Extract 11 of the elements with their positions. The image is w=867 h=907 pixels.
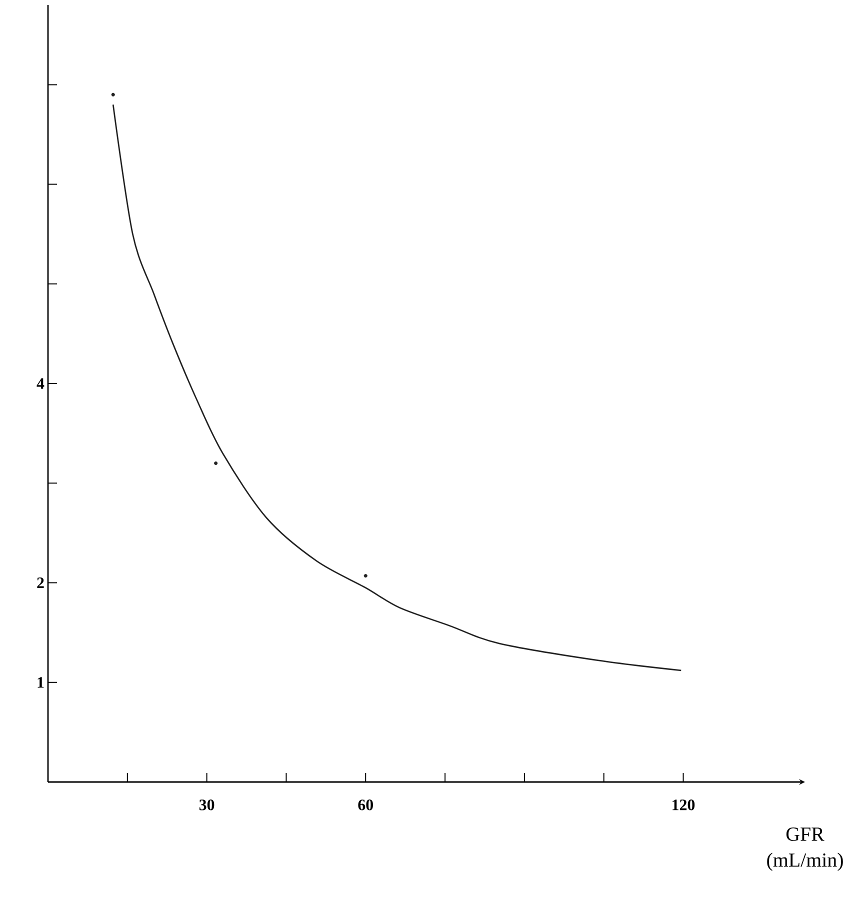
- x-tick-label: 120: [672, 800, 695, 810]
- x-axis-title: GFR (mL/min): [767, 828, 843, 871]
- line-series: [112, 104, 682, 672]
- x-tick-label: 30: [199, 800, 214, 810]
- y-tick-label: 1: [38, 677, 44, 688]
- y-tick-label: 4: [36, 378, 44, 389]
- point: [364, 574, 368, 578]
- x-tick-label: 60: [358, 800, 373, 810]
- point: [111, 92, 115, 96]
- point: [214, 461, 218, 466]
- y-tick-label: 2: [37, 578, 44, 588]
